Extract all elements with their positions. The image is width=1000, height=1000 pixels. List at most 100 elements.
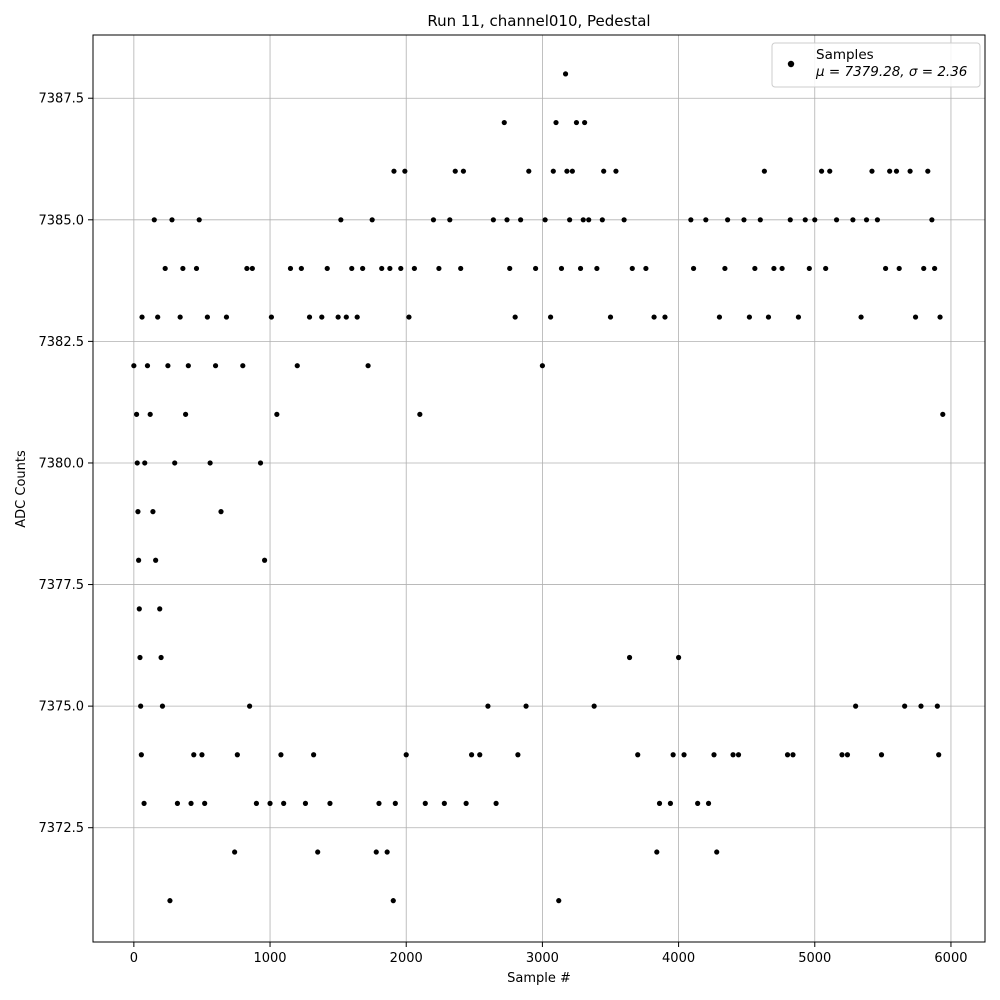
- data-point: [833, 217, 840, 223]
- plot-frame: [92, 34, 986, 943]
- data-point: [335, 314, 341, 320]
- data-point: [327, 800, 333, 807]
- data-point: [878, 752, 885, 758]
- data-point: [281, 800, 287, 807]
- data-point: [139, 314, 145, 320]
- data-points: [131, 71, 946, 904]
- data-point: [681, 752, 687, 758]
- data-point: [582, 119, 588, 126]
- data-point: [267, 800, 273, 807]
- x-tick-label: 3000: [526, 951, 559, 966]
- data-point: [667, 800, 674, 807]
- data-point: [158, 654, 164, 661]
- data-point: [376, 800, 382, 807]
- data-point: [153, 557, 159, 563]
- data-point: [185, 363, 191, 369]
- data-point: [212, 363, 219, 369]
- x-tick-label: 0: [130, 951, 138, 966]
- data-point: [390, 898, 396, 904]
- data-point: [174, 800, 181, 807]
- data-point: [629, 265, 635, 272]
- data-point: [338, 217, 344, 223]
- data-point: [177, 314, 183, 320]
- data-point: [311, 752, 317, 758]
- data-point: [159, 703, 166, 709]
- data-point: [477, 752, 483, 758]
- data-point: [165, 363, 171, 369]
- data-point: [893, 168, 900, 174]
- data-point: [507, 265, 513, 272]
- data-point: [771, 265, 777, 272]
- data-point: [324, 265, 330, 272]
- data-point: [591, 703, 597, 709]
- data-point: [515, 752, 521, 758]
- data-point: [934, 703, 940, 709]
- data-point: [151, 217, 157, 223]
- data-point: [765, 314, 772, 320]
- data-point: [298, 265, 304, 272]
- data-point: [752, 265, 758, 272]
- data-point: [918, 703, 924, 709]
- data-point: [711, 752, 717, 758]
- data-point: [138, 703, 144, 709]
- legend-stats-label: μ = 7379.28, σ = 2.36: [815, 64, 967, 80]
- data-point: [929, 217, 935, 223]
- data-point: [735, 752, 742, 758]
- data-point: [354, 314, 360, 320]
- x-axis-label: Sample #: [507, 971, 571, 986]
- data-point: [147, 411, 153, 417]
- data-point: [169, 217, 175, 223]
- data-point: [564, 168, 570, 174]
- data-point: [573, 119, 580, 126]
- data-point: [387, 265, 393, 272]
- data-point: [902, 703, 908, 709]
- data-point: [635, 752, 641, 758]
- data-point: [695, 800, 701, 807]
- legend-box: [771, 42, 981, 88]
- data-point: [779, 265, 785, 272]
- data-point: [705, 800, 712, 807]
- data-point: [137, 654, 143, 661]
- y-tick-label: 7372.5: [39, 821, 85, 836]
- data-point: [688, 217, 694, 223]
- data-point: [601, 168, 607, 174]
- data-point: [422, 800, 428, 807]
- data-point: [406, 314, 412, 320]
- data-point: [746, 314, 753, 320]
- data-point: [806, 265, 812, 272]
- data-point: [141, 800, 147, 807]
- data-point: [626, 654, 633, 661]
- data-point: [315, 849, 321, 855]
- data-point: [188, 800, 194, 807]
- data-point: [463, 800, 469, 807]
- data-point: [458, 265, 464, 272]
- legend-series-name: Samples: [816, 47, 874, 63]
- data-point: [183, 411, 189, 417]
- data-point: [512, 314, 518, 320]
- data-point: [569, 168, 575, 174]
- data-point: [278, 752, 284, 758]
- data-point: [827, 168, 833, 174]
- y-tick-label: 7377.5: [39, 578, 85, 593]
- data-point: [580, 217, 586, 223]
- data-point: [887, 168, 893, 174]
- data-point: [504, 217, 510, 223]
- data-point: [202, 800, 208, 807]
- data-point: [621, 217, 627, 223]
- data-point: [365, 363, 371, 369]
- data-point: [523, 703, 529, 709]
- data-point: [157, 606, 163, 612]
- data-point: [858, 314, 864, 320]
- y-tick-label: 7375.0: [39, 700, 85, 715]
- x-tick-label: 1000: [253, 951, 286, 966]
- data-point: [932, 265, 938, 272]
- data-point: [802, 217, 808, 223]
- y-tick-label: 7382.5: [39, 335, 85, 350]
- data-point: [812, 217, 818, 223]
- data-point: [223, 314, 230, 320]
- x-tick-label: 6000: [934, 951, 967, 966]
- data-point: [577, 265, 584, 272]
- data-point: [937, 314, 943, 320]
- data-point: [287, 265, 294, 272]
- data-point: [558, 265, 565, 272]
